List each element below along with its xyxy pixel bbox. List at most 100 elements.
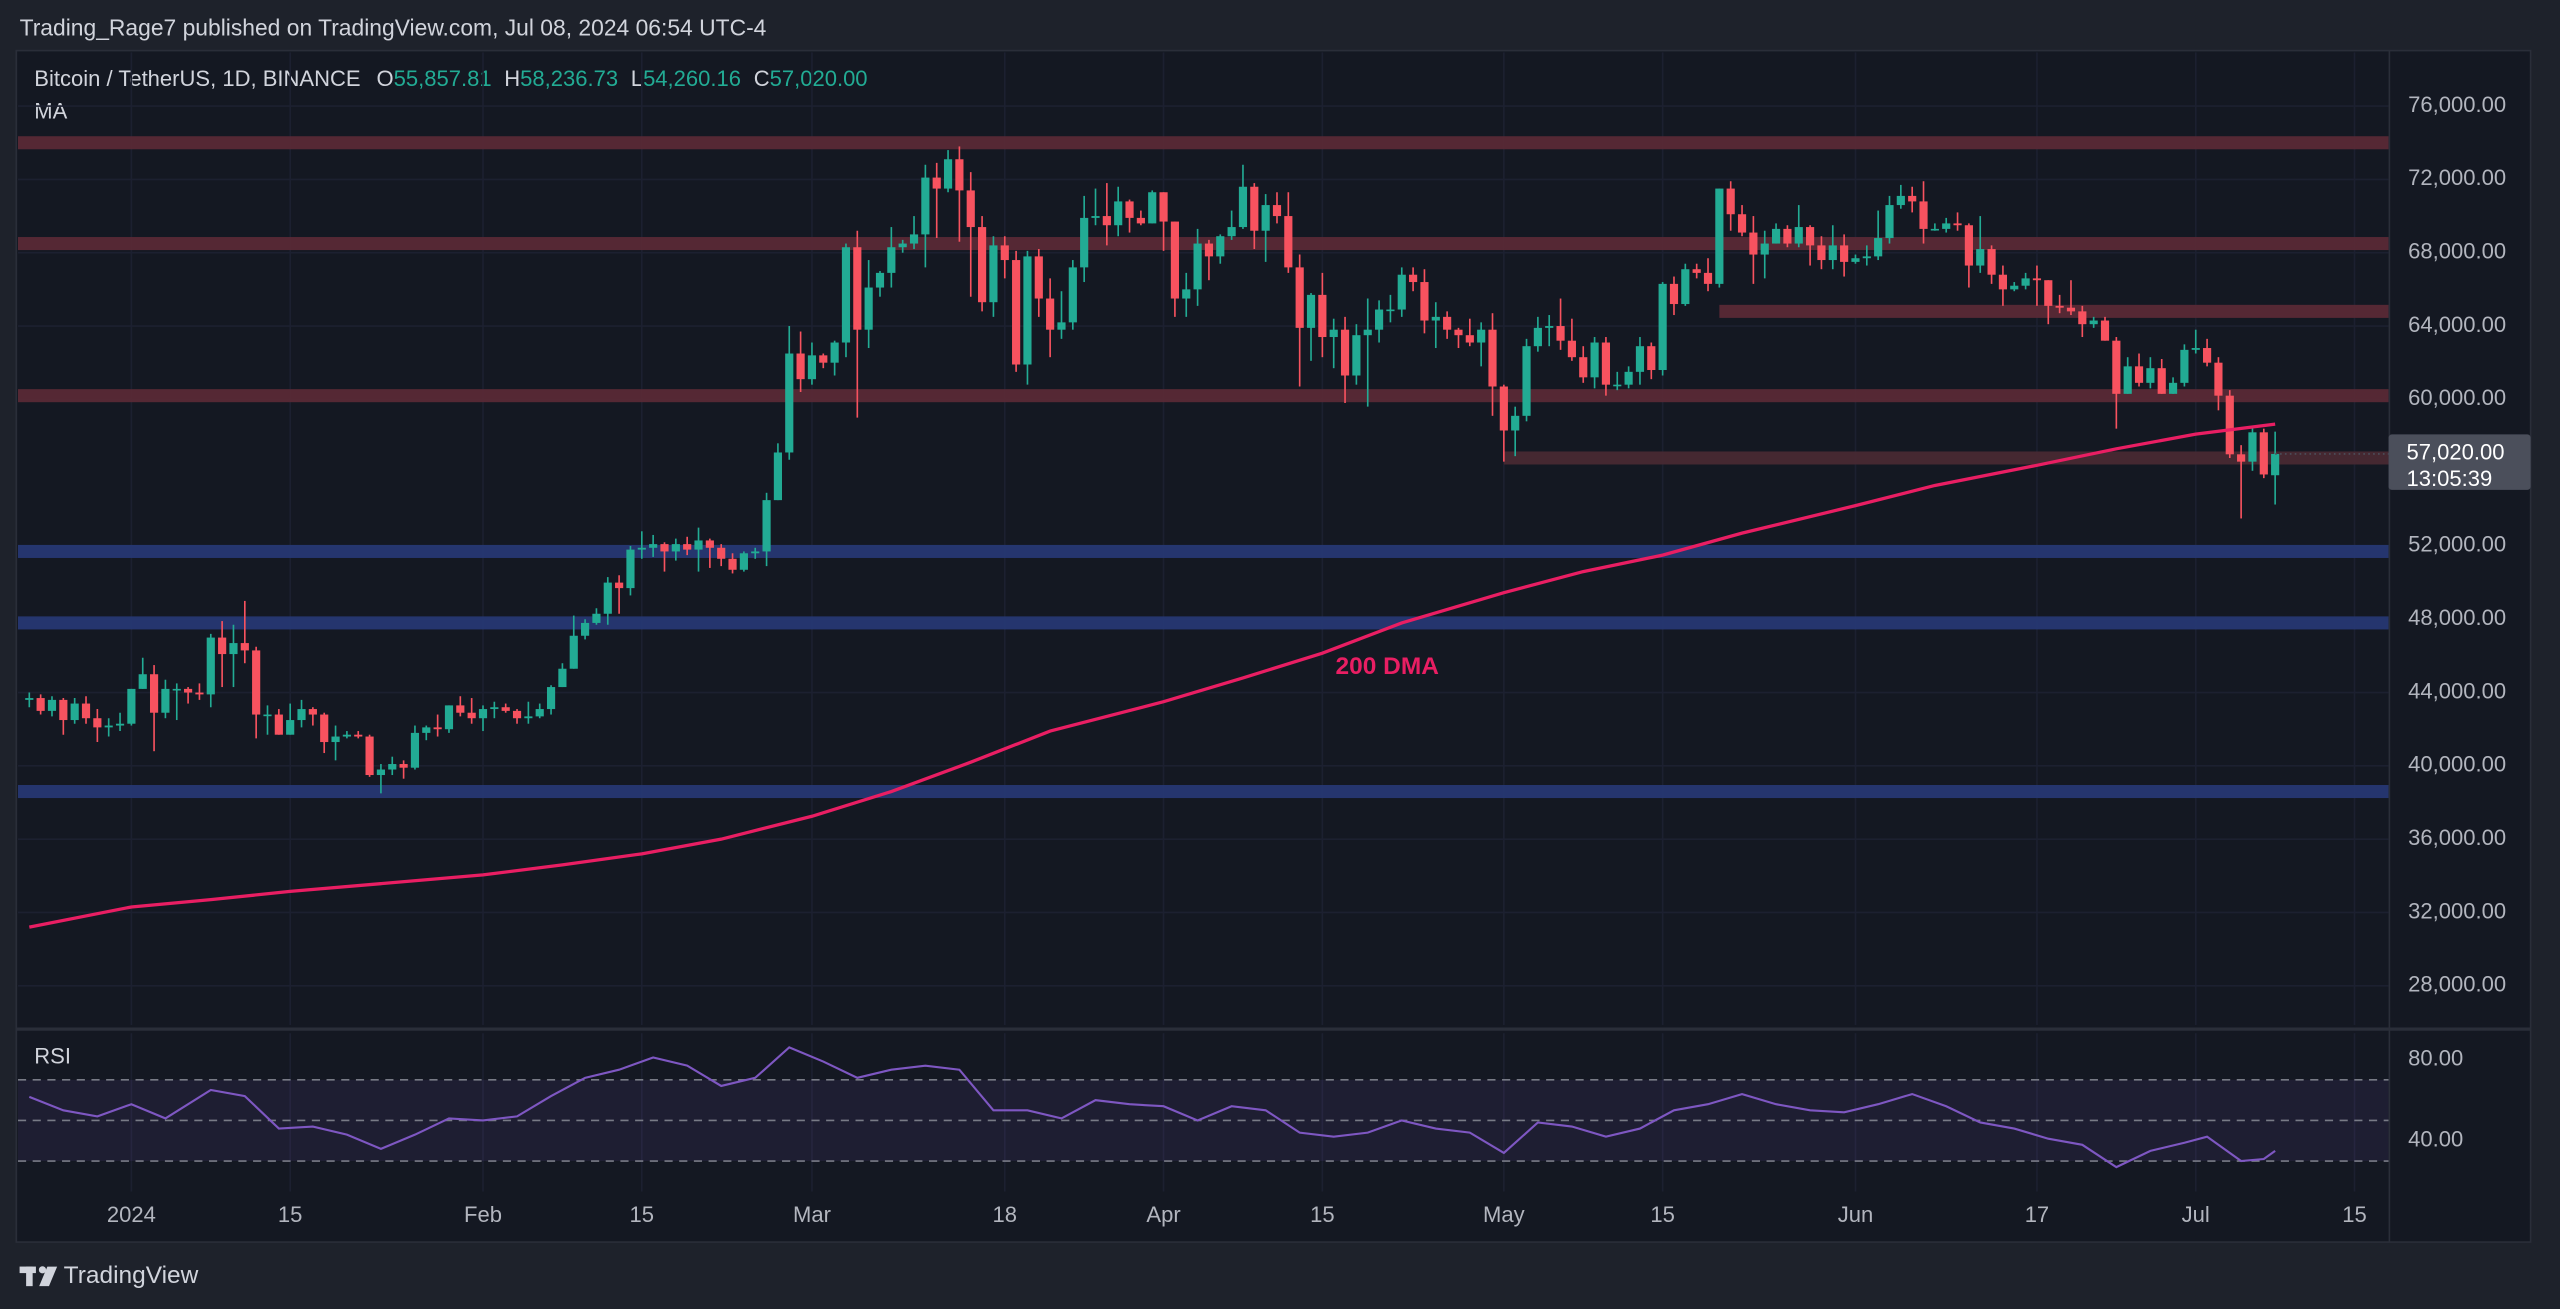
candle-body <box>1443 316 1452 330</box>
candle-body <box>252 650 261 715</box>
candle-body <box>2271 453 2280 476</box>
candle-body <box>1080 217 1089 268</box>
candle-body <box>1624 371 1633 385</box>
candle-body <box>2123 366 2132 394</box>
candle-body <box>218 637 227 655</box>
x-tick-label: 15 <box>1650 1202 1675 1227</box>
candle-body <box>864 287 873 330</box>
candle-body <box>2066 307 2076 312</box>
level-band <box>17 237 2389 251</box>
candle-body <box>1034 256 1043 299</box>
candle-body <box>1284 216 1293 268</box>
candle-body <box>1567 340 1576 358</box>
candle-body <box>1250 186 1259 231</box>
candle-body <box>2134 366 2144 383</box>
candle-body <box>422 727 431 733</box>
candle-body <box>25 698 34 700</box>
candle-body <box>1295 267 1304 328</box>
y-tick-label: 32,000.00 <box>2408 898 2506 923</box>
candle-body <box>354 734 363 737</box>
x-tick-label: Feb <box>464 1202 502 1227</box>
annotation: 200 DMA <box>1336 653 1440 680</box>
candle-body <box>388 764 397 770</box>
candle-body <box>978 227 987 303</box>
candle-body <box>172 688 181 691</box>
candle-body <box>2237 454 2246 462</box>
candle-body <box>1874 238 1883 257</box>
candle-body <box>966 190 975 228</box>
candle-body <box>467 712 476 719</box>
candle-body <box>1465 335 1474 343</box>
candle-body <box>841 247 851 343</box>
candle-body <box>342 734 351 737</box>
y-tick-label: 44,000.00 <box>2408 678 2506 703</box>
candle-body <box>206 637 215 695</box>
candle-body <box>2214 362 2223 396</box>
candle-body <box>320 714 329 743</box>
candle-body <box>819 355 828 363</box>
candle-body <box>1749 232 1758 255</box>
candle-body <box>2055 305 2064 308</box>
candle-body <box>853 247 862 330</box>
candle-body <box>490 707 499 710</box>
candle-body <box>1193 243 1202 290</box>
y-tick-label: 28,000.00 <box>2408 972 2506 997</box>
candle-body <box>1102 216 1111 226</box>
candle-body <box>2100 320 2110 341</box>
candle-body <box>1170 221 1179 299</box>
brand-logo <box>19 1266 58 1287</box>
candle-body <box>683 544 692 550</box>
candle-body <box>943 159 953 189</box>
y-tick-label: 64,000.00 <box>2408 312 2506 337</box>
candle-body <box>1023 256 1032 365</box>
candle-body <box>909 234 919 244</box>
candle-body <box>1318 294 1327 338</box>
candle-body <box>1386 309 1395 312</box>
header: Trading_Rage7 published on TradingView.c… <box>20 14 767 40</box>
candle-body <box>751 551 760 554</box>
candle-body <box>1352 335 1361 376</box>
x-tick-label: 15 <box>2342 1202 2367 1227</box>
candle-body <box>36 698 45 711</box>
candle-body <box>1091 216 1100 218</box>
candle-body <box>546 687 556 710</box>
candle-body <box>2248 432 2257 462</box>
candle-body <box>1340 329 1350 376</box>
logo-part <box>38 1266 47 1274</box>
price-label-box <box>2388 434 2531 490</box>
candle-body <box>444 705 454 730</box>
x-tick-label: 15 <box>278 1202 303 1227</box>
indicator-label: MA <box>34 98 67 123</box>
candle-body <box>127 688 136 724</box>
candle-body <box>115 723 125 726</box>
candle-body <box>887 247 896 273</box>
candle-body <box>1783 228 1792 244</box>
candle-body <box>558 668 567 688</box>
candle-body <box>603 582 612 614</box>
candle-body <box>1806 227 1815 246</box>
candle-body <box>1647 346 1656 371</box>
candle-body <box>1998 274 2008 290</box>
price-label: 57,020.00 <box>2407 440 2505 465</box>
candle-body <box>728 558 737 570</box>
candle-body <box>274 714 283 735</box>
candle-body <box>1737 214 1747 233</box>
candle-body <box>184 688 193 693</box>
candle-body <box>410 732 420 768</box>
candle-body <box>1068 267 1077 323</box>
candle-body <box>649 544 658 548</box>
rsi-tick-label: 40.00 <box>2408 1127 2463 1152</box>
candle-body <box>104 725 113 728</box>
candle-body <box>1590 342 1599 378</box>
y-tick-label: 76,000.00 <box>2408 92 2506 117</box>
y-tick-label: 52,000.00 <box>2408 532 2506 557</box>
candle-body <box>1930 228 1939 231</box>
candle-body <box>1613 384 1622 387</box>
legend-key: C <box>754 66 770 91</box>
candle-body <box>2089 320 2098 325</box>
candle-body <box>2021 278 2030 286</box>
candle-body <box>399 764 408 768</box>
candle-body <box>263 714 272 717</box>
